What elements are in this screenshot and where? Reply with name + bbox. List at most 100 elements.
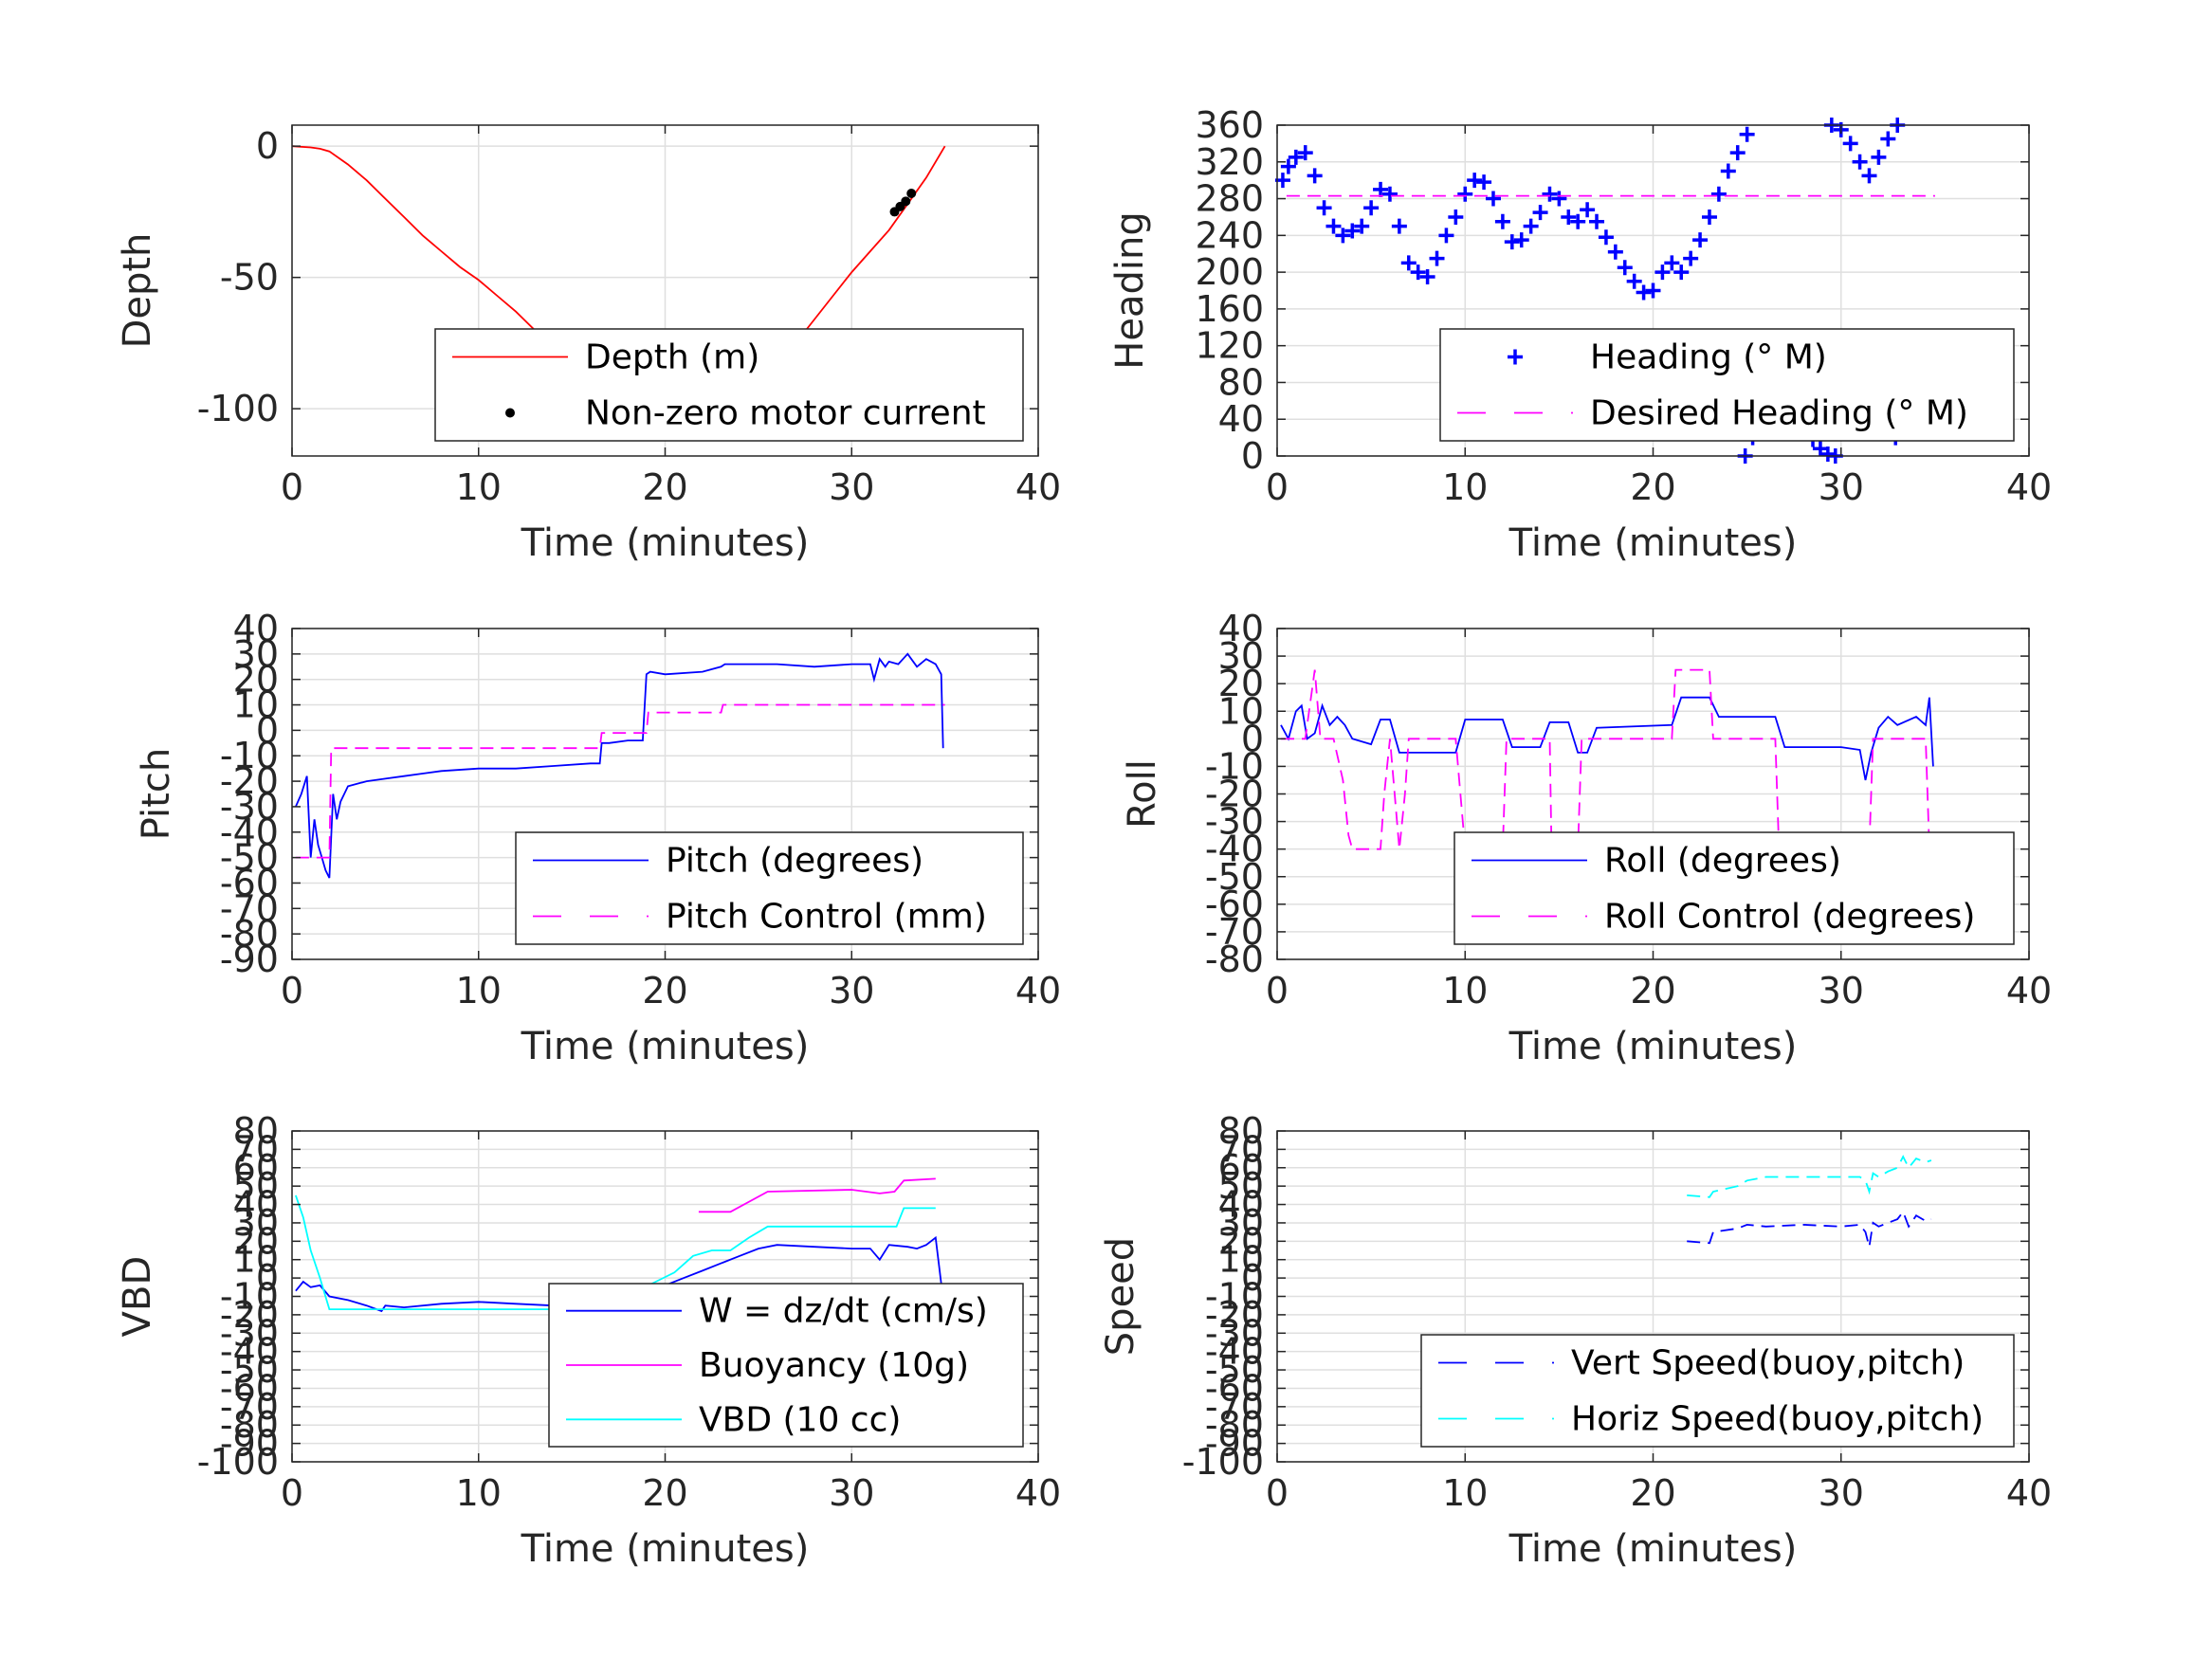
depth-ytick-label: -50 — [220, 257, 279, 299]
heading-point — [1819, 447, 1836, 463]
heading-point — [1729, 145, 1746, 161]
speed-ytick-label: -100 — [1182, 1441, 1264, 1483]
heading-point — [1448, 209, 1464, 225]
heading-point — [1636, 284, 1652, 301]
pitch-xtick-label: 20 — [642, 970, 687, 1012]
speed-series-line — [1687, 1155, 1932, 1198]
pitch-legend-label: Pitch (degrees) — [666, 842, 923, 881]
heading-point — [1297, 145, 1313, 161]
heading-point — [1852, 154, 1868, 170]
depth-ytick-label: -100 — [197, 388, 279, 429]
pitch-ytick-label: 20 — [233, 659, 279, 701]
depth-legend-box — [434, 328, 1024, 442]
heading-chart: 0 10 20 30 4004080120160200240280320360Time … — [1108, 104, 2052, 565]
roll-legend-label: Roll Control (degrees) — [1604, 898, 1975, 937]
heading-xtick-label: 40 — [2006, 466, 2052, 508]
speed-ytick-label: -80 — [1205, 1404, 1264, 1446]
vbd-ytick-label: 50 — [233, 1165, 279, 1207]
roll-ylabel: Roll — [1121, 759, 1164, 829]
depth-xtick-label: 40 — [1015, 466, 1061, 508]
heading-xtick-label: 10 — [1442, 466, 1488, 508]
heading-point — [1692, 232, 1709, 248]
heading-point — [1617, 260, 1633, 276]
pitch-series-line — [295, 652, 944, 879]
heading-point — [1626, 273, 1642, 289]
pitch-ytick-label: 0 — [256, 709, 279, 751]
heading-ytick-label: 80 — [1218, 361, 1264, 403]
pitch-legend: Pitch (degrees) Pitch Control (mm) — [515, 831, 1024, 945]
heading-legend-marker — [1508, 349, 1523, 365]
vbd-xlabel: Time (minutes) — [521, 1527, 810, 1571]
heading-point — [1494, 213, 1510, 229]
depth-chart: 0 10 20 30 40 0 -50 -100 Time (minutes) Depth Dept… — [116, 124, 1061, 565]
roll-series-line — [1281, 668, 1930, 850]
heading-point — [1551, 191, 1567, 207]
heading-point — [1391, 218, 1407, 234]
vbd-ytick-label: 70 — [233, 1128, 279, 1170]
vbd-ytick-label: -90 — [220, 1423, 279, 1465]
depth-ylabel: Depth — [116, 233, 159, 349]
speed-legend-box — [1420, 1334, 2015, 1448]
heading-point — [1710, 186, 1727, 202]
roll-series-line — [1280, 696, 1934, 781]
roll-ytick-label: 0 — [1241, 718, 1264, 759]
speed-xtick-label: 40 — [2006, 1472, 2052, 1514]
pitch-xtick-label: 30 — [829, 970, 874, 1012]
depth-legend-label: Non-zero motor current — [585, 394, 986, 433]
heading-point — [1683, 250, 1699, 266]
heading-point — [1871, 149, 1887, 165]
heading-xlabel: Time (minutes) — [1508, 521, 1798, 565]
vbd-legend-label: W = dz/dt (cm/s) — [699, 1292, 988, 1331]
roll-ytick-label: -10 — [1205, 745, 1264, 787]
depth-point — [906, 189, 917, 199]
vbd-legend-label: Buoyancy (10g) — [699, 1346, 969, 1385]
pitch-ytick-label: -40 — [220, 811, 279, 853]
heading-point — [1354, 218, 1370, 234]
roll-ytick-label: 30 — [1218, 635, 1264, 677]
speed-ytick-label: 10 — [1218, 1239, 1264, 1281]
vbd-ytick-label: -40 — [220, 1331, 279, 1373]
heading-point — [1701, 209, 1717, 225]
heading-point — [1861, 168, 1877, 184]
heading-legend-label: Desired Heading (° M) — [1590, 394, 1968, 433]
speed-xtick-label: 30 — [1819, 1472, 1864, 1514]
vbd-ytick-label: -20 — [220, 1294, 279, 1336]
heading-ytick-label: 240 — [1195, 214, 1264, 256]
speed-xlabel: Time (minutes) — [1508, 1527, 1798, 1571]
roll-xtick-label: 40 — [2006, 970, 2052, 1012]
speed-ytick-label: -40 — [1205, 1331, 1264, 1373]
roll-series-0 — [1280, 696, 1934, 781]
heading-point — [1419, 268, 1435, 284]
heading-ytick-label: 120 — [1195, 325, 1264, 367]
speed-ytick-label: -30 — [1205, 1312, 1264, 1354]
depth-xlabel: Time (minutes) — [521, 521, 810, 565]
pitch-xtick-label: 40 — [1015, 970, 1061, 1012]
roll-legend-label: Roll (degrees) — [1604, 842, 1841, 881]
heading-point — [1513, 232, 1529, 248]
speed-ylabel: Speed — [1099, 1237, 1143, 1356]
vbd-ytick-label: 0 — [256, 1257, 279, 1299]
heading-point — [1335, 228, 1351, 244]
heading-ytick-label: 0 — [1241, 435, 1264, 477]
roll-ytick-label: 10 — [1218, 690, 1264, 732]
vbd-series-2 — [295, 1194, 936, 1310]
pitch-ytick-label: -60 — [220, 862, 279, 903]
heading-point — [1467, 173, 1483, 189]
heading-point — [1561, 209, 1577, 225]
pitch-xtick-label: 10 — [456, 970, 502, 1012]
heading-ytick-label: 40 — [1218, 398, 1264, 440]
pitch-xtick-label: 0 — [281, 970, 303, 1012]
vbd-xtick-label: 0 — [281, 1472, 303, 1514]
pitch-series-0 — [295, 652, 944, 879]
heading-point — [1280, 158, 1296, 174]
pitch-ytick-label: -70 — [220, 887, 279, 929]
vbd-chart: 0 10 20 30 4080706050403020100-10-20-30-40-5… — [116, 1110, 1061, 1571]
heading-point — [1523, 218, 1539, 234]
speed-chart: 0 10 20 30 4080706050403020100-10-20-30-40-5… — [1099, 1110, 2052, 1571]
heading-point — [1373, 181, 1389, 197]
heading-point — [1720, 163, 1736, 179]
roll-plot-area — [1280, 668, 1934, 850]
heading-point — [1654, 264, 1671, 281]
heading-point — [1542, 186, 1558, 202]
